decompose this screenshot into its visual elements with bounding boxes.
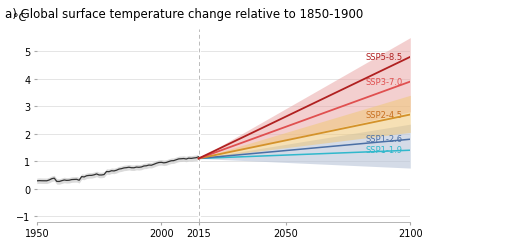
Text: SSP5-8.5: SSP5-8.5 xyxy=(366,53,403,62)
Text: SSP1-2.6: SSP1-2.6 xyxy=(366,135,403,144)
Text: SSP2-4.5: SSP2-4.5 xyxy=(366,111,403,119)
Text: a) Global surface temperature change relative to 1850-1900: a) Global surface temperature change rel… xyxy=(5,8,363,20)
Text: SSP1-1.9: SSP1-1.9 xyxy=(366,146,403,154)
Text: SSP3-7.0: SSP3-7.0 xyxy=(366,78,403,87)
Text: °C: °C xyxy=(13,13,26,23)
